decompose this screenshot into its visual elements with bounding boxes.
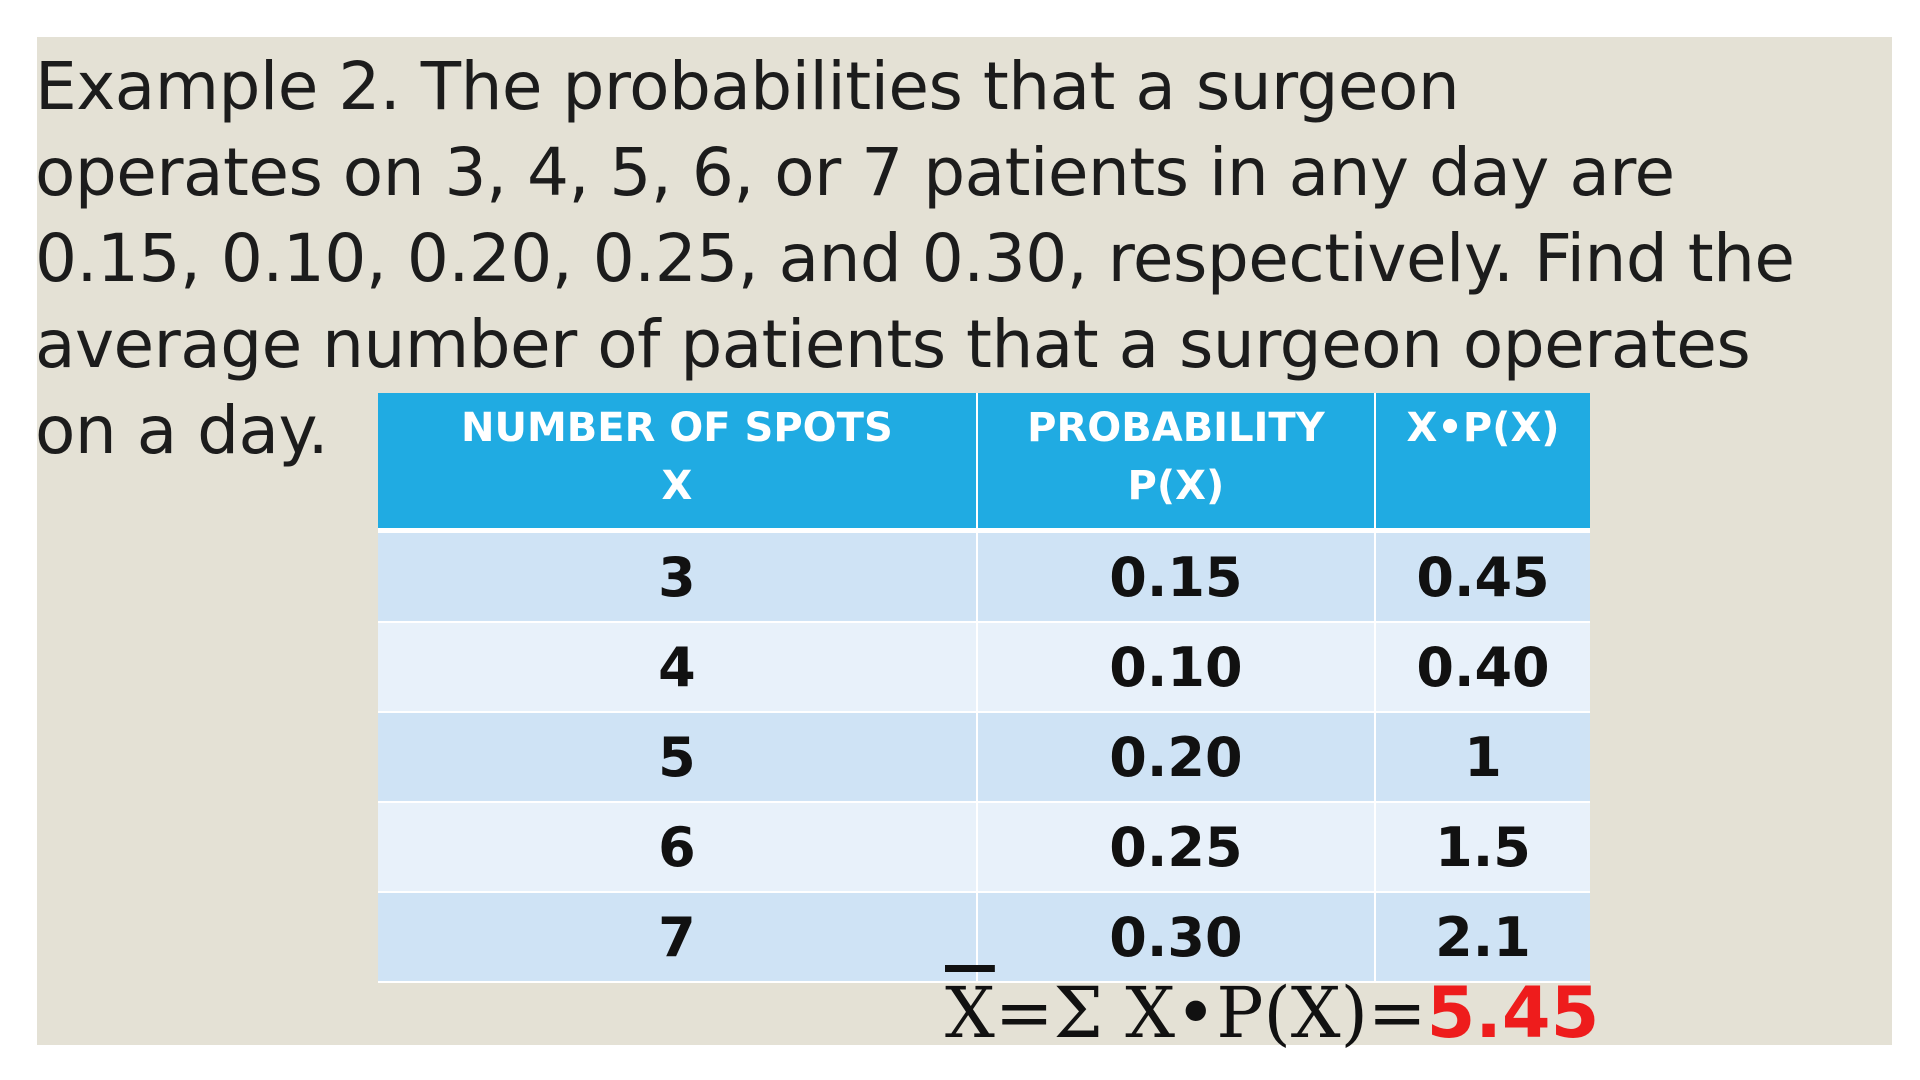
cell-probability: 0.20	[976, 712, 1377, 803]
mean-formula: X=Σ X•P(X)=5.45	[945, 968, 1599, 1058]
table-row: 5 0.20 1	[378, 712, 1590, 803]
cell-x: 4	[378, 622, 978, 713]
table-row: 6 0.25 1.5	[378, 802, 1590, 893]
table-row: 3 0.15 0.45	[378, 530, 1590, 623]
cell-x-times-p: 0.45	[1375, 530, 1590, 623]
cell-x-times-p: 1	[1375, 712, 1590, 803]
header-x-times-p: X•P(X)	[1375, 393, 1590, 533]
header-number-of-spots: NUMBER OF SPOTS X	[378, 393, 978, 533]
cell-x-times-p: 2.1	[1375, 892, 1590, 983]
cell-x: 7	[378, 892, 978, 983]
cell-x: 6	[378, 802, 978, 893]
table-row: 4 0.10 0.40	[378, 622, 1590, 713]
formula-result: 5.45	[1426, 972, 1600, 1054]
table-header-row: NUMBER OF SPOTS X PROBABILITY P(X) X•P(X…	[378, 393, 1590, 533]
cell-x: 5	[378, 712, 978, 803]
probability-table: NUMBER OF SPOTS X PROBABILITY P(X) X•P(X…	[378, 393, 1590, 983]
cell-probability: 0.30	[976, 892, 1377, 983]
formula-expression: =Σ X•P(X)=	[994, 972, 1427, 1054]
cell-probability: 0.25	[976, 802, 1377, 893]
header-probability: PROBABILITY P(X)	[976, 393, 1377, 533]
problem-statement: Example 2. The probabilities that a surg…	[35, 48, 1795, 469]
cell-probability: 0.15	[976, 530, 1377, 623]
cell-x-times-p: 1.5	[1375, 802, 1590, 893]
cell-probability: 0.10	[976, 622, 1377, 713]
x-bar-symbol: X	[945, 972, 995, 1054]
cell-x-times-p: 0.40	[1375, 622, 1590, 713]
cell-x: 3	[378, 530, 978, 623]
table-row: 7 0.30 2.1	[378, 892, 1590, 983]
